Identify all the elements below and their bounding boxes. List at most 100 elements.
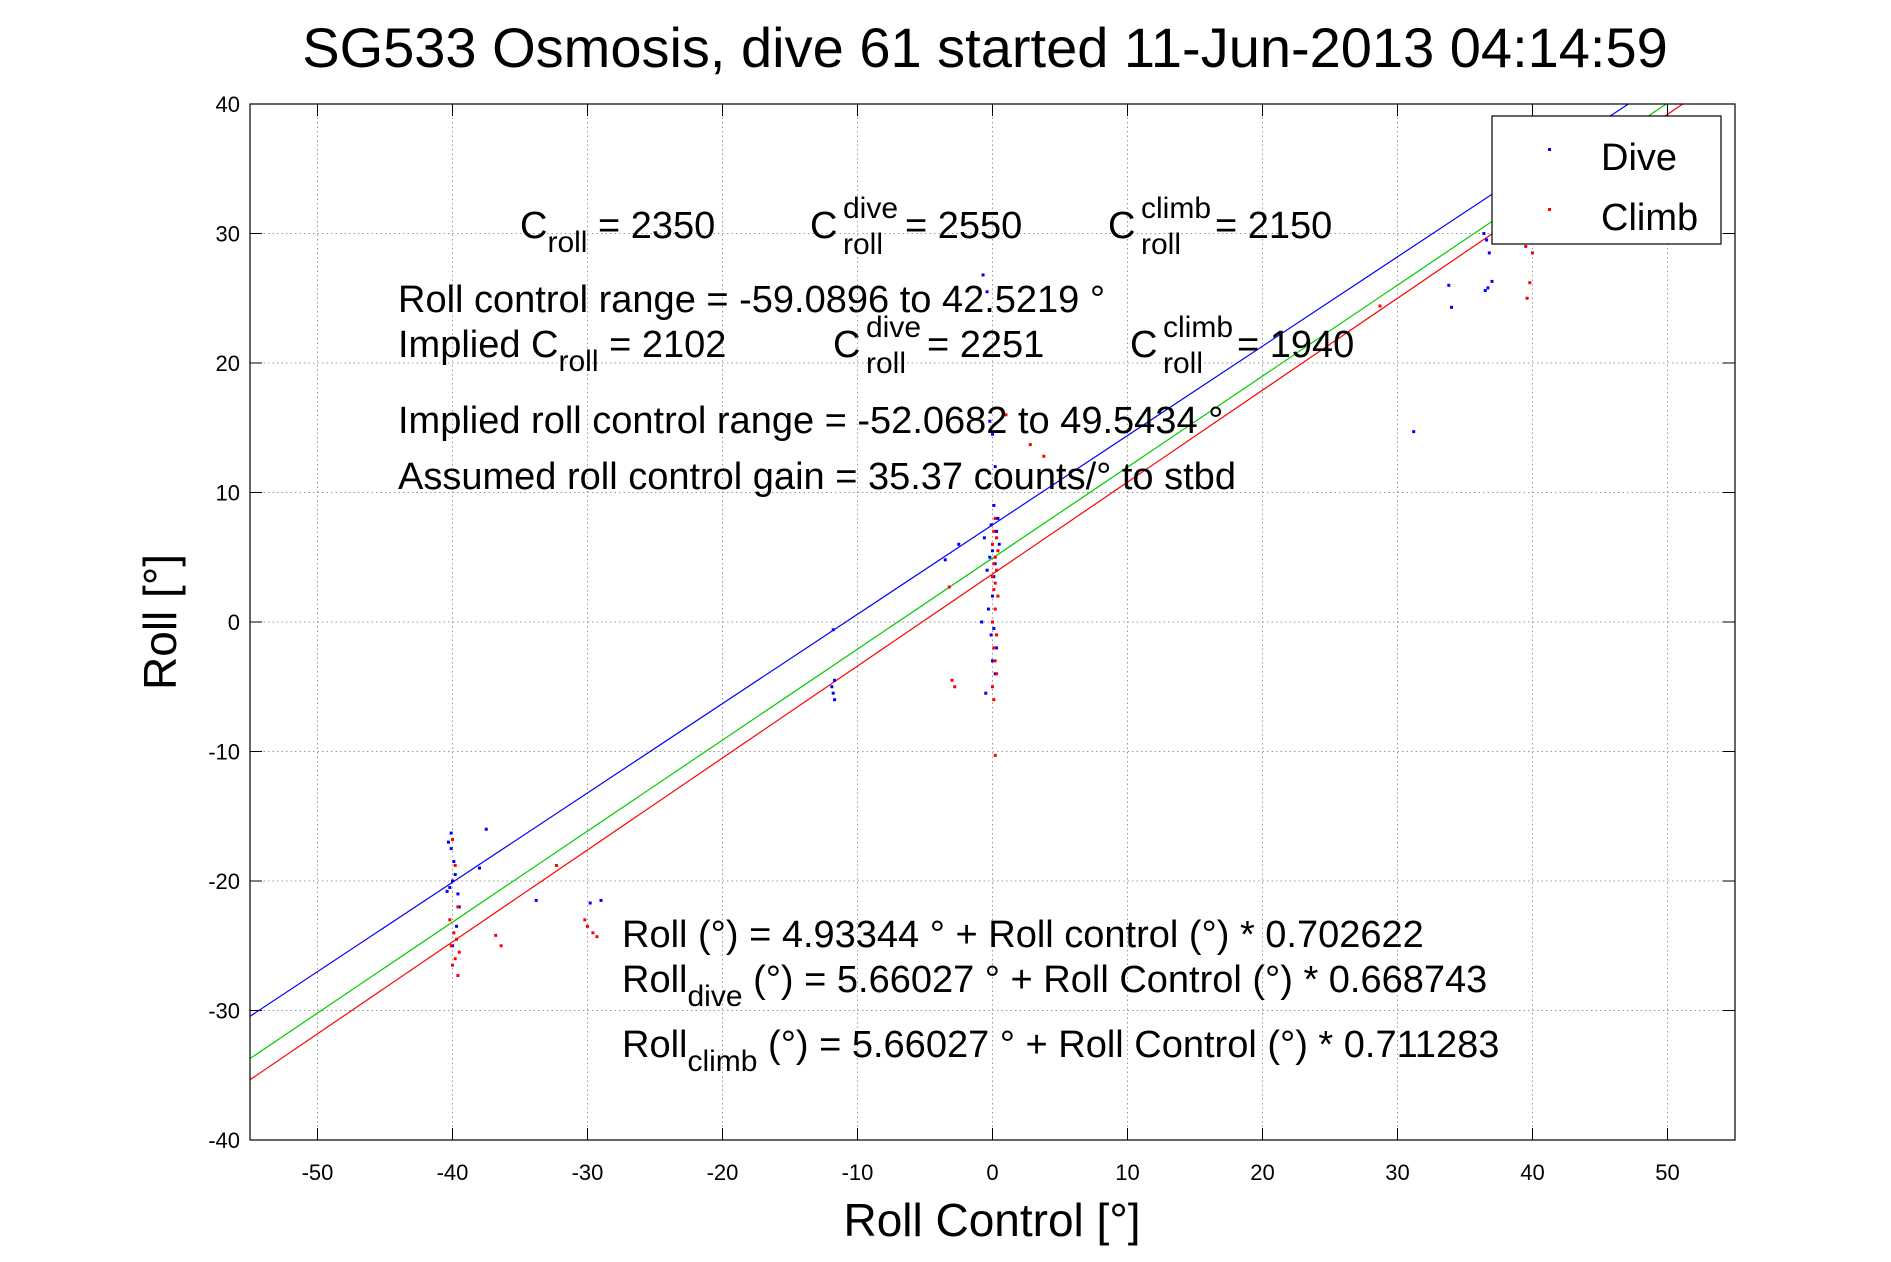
x-tick-label: 40 (1520, 1160, 1544, 1185)
implied-c-roll-dive: C (833, 324, 860, 366)
climb-point (993, 555, 997, 559)
climb-point (554, 863, 558, 867)
dive-point (833, 698, 837, 702)
c-roll-dive-sub: roll (843, 228, 883, 261)
y-tick-label: -40 (208, 1128, 240, 1153)
x-tick-label: -10 (842, 1160, 874, 1185)
x-tick-label: -20 (707, 1160, 739, 1185)
c-roll-dive-sup: dive (843, 192, 898, 225)
climb-point (1531, 251, 1534, 255)
climb-point (455, 937, 459, 941)
dive-point (985, 568, 989, 572)
equation-roll-climb: Rollclimb (°) = 5.66027 ° + Roll Control… (622, 1024, 1499, 1078)
climb-point (1028, 443, 1032, 447)
climb-point (950, 678, 954, 682)
dive-point (831, 628, 835, 632)
dive-point (446, 840, 450, 844)
equation-roll-dive: Rolldive (°) = 5.66027 ° + Roll Control … (622, 959, 1487, 1013)
x-tick-label: -50 (302, 1160, 334, 1185)
y-tick-label: 30 (216, 222, 240, 247)
legend-marker-climb (1548, 208, 1551, 211)
y-tick-label: 20 (216, 351, 240, 376)
dive-point (989, 633, 993, 637)
dive-point (830, 685, 834, 689)
climb-point (451, 963, 454, 967)
climb-point (451, 838, 454, 842)
climb-point (995, 672, 999, 676)
c-roll-climb-sub: roll (1141, 228, 1181, 261)
dive-point (993, 465, 997, 469)
climb-point (996, 594, 1000, 598)
climb-point (992, 562, 996, 566)
roll-control-range: Roll control range = -59.0896 to 42.5219… (398, 279, 1105, 321)
climb-point (995, 536, 999, 540)
dive-point (997, 542, 1001, 546)
dive-point (988, 555, 992, 559)
climb-point (947, 585, 951, 589)
c-roll-dive-value: = 2550 (905, 205, 1022, 247)
dive-point (534, 898, 538, 902)
axis-ticks: -50 -40 -30 -20 -10 0 10 20 30 40 50 -40 -30 -20 -10 0 1… (208, 92, 1735, 1185)
climb-point (992, 588, 996, 592)
dive-point (456, 892, 460, 896)
climb-point (448, 918, 452, 922)
dive-point (982, 536, 986, 540)
dive-point (1487, 251, 1491, 255)
dive-point (478, 866, 481, 870)
dive-point (995, 646, 999, 650)
dive-point (991, 549, 994, 553)
dive-point (455, 924, 459, 928)
climb-point (991, 542, 994, 546)
implied-c-roll: Implied Croll = 2102 (398, 324, 726, 378)
climb-point (499, 944, 503, 948)
dive-point (992, 503, 996, 507)
dive-point (1486, 286, 1490, 290)
dive-point (449, 847, 453, 851)
dive-point (986, 484, 990, 488)
climb-point (586, 924, 589, 928)
legend: Dive Climb (1491, 115, 1722, 245)
y-tick-label: 40 (216, 92, 240, 117)
x-axis-label: Roll Control [°] (843, 1194, 1140, 1246)
c-roll-dive-annotation: C (810, 205, 837, 247)
dive-point (996, 516, 1000, 520)
dive-point (452, 860, 456, 864)
climb-point (1042, 454, 1046, 458)
climb-point (992, 529, 996, 533)
climb-point (453, 957, 457, 961)
data-points (445, 225, 1534, 978)
dive-point (831, 691, 835, 695)
dive-point (1412, 430, 1416, 434)
climb-point (494, 933, 498, 937)
dive-point (451, 879, 454, 883)
implied-c-roll-climb-sub: roll (1163, 347, 1203, 380)
chart-title: SG533 Osmosis, dive 61 started 11-Jun-20… (302, 16, 1668, 79)
climb-point (1004, 413, 1008, 417)
implied-c-roll-dive-sup: dive (866, 311, 921, 344)
climb-point (991, 575, 994, 579)
fit-line (250, 104, 1684, 1081)
climb-point (996, 549, 1000, 553)
climb-point (583, 918, 587, 922)
x-tick-label: 0 (986, 1160, 998, 1185)
dive-point (985, 290, 989, 294)
dive-point (957, 542, 961, 546)
climb-point (953, 685, 957, 689)
implied-c-roll-climb-sup: climb (1163, 311, 1233, 344)
dive-point (484, 827, 488, 831)
climb-point (591, 931, 595, 935)
climb-point (993, 659, 997, 663)
climb-point (992, 698, 996, 702)
dive-point (989, 523, 993, 527)
implied-c-roll-climb-value: = 1940 (1237, 324, 1354, 366)
x-tick-label: 20 (1250, 1160, 1274, 1185)
dive-point (449, 831, 453, 835)
dive-point (984, 691, 988, 695)
x-tick-label: 50 (1655, 1160, 1679, 1185)
climb-point (992, 646, 996, 650)
c-roll-climb-value: = 2150 (1215, 205, 1332, 247)
implied-c-roll-dive-value: = 2251 (927, 324, 1044, 366)
y-tick-label: -20 (208, 869, 240, 894)
x-tick-label: -30 (572, 1160, 604, 1185)
